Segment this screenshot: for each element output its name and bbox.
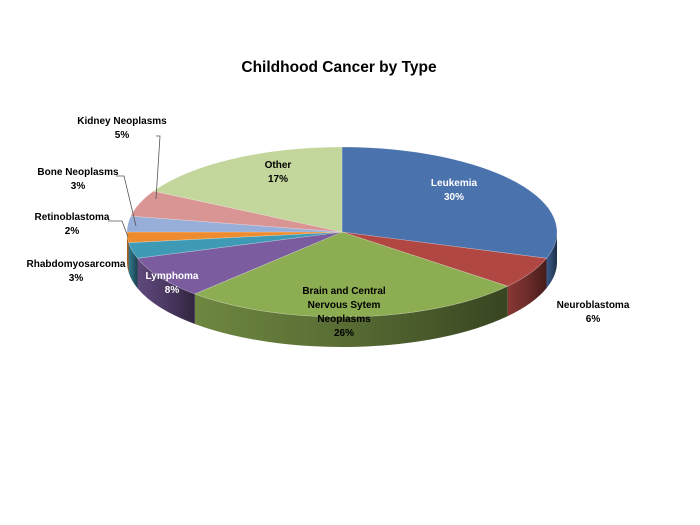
slice-rhabdomyosarcoma <box>128 231 343 259</box>
slice-side-retinoblastoma <box>127 232 129 273</box>
chart-title: Childhood Cancer by Type <box>241 59 437 76</box>
data-labels: Leukemia 30% Neuroblastoma 6% Brain and Cent… <box>27 116 630 339</box>
label-leukemia: Leukemia 30% <box>431 178 478 203</box>
slice-neuroblastoma <box>341 231 548 287</box>
slice-side-lymphoma <box>137 258 195 324</box>
slice-other <box>152 146 343 233</box>
slice-lymphoma <box>136 231 343 295</box>
slice-bone-neoplasms <box>126 215 343 233</box>
leader-retinoblastoma <box>108 220 129 238</box>
slice-brain-and-central-nervous-sytem-neoplasms <box>194 231 509 318</box>
slice-leukemia <box>341 146 558 259</box>
slice-side-neuroblastoma <box>507 258 547 317</box>
slice-side-brain-and-central-nervous-sytem-neoplasms <box>194 286 508 347</box>
pie-sides <box>127 232 557 347</box>
label-other: Other 17% <box>265 160 292 185</box>
label-kidney-neoplasms: Kidney Neoplasms 5% <box>77 116 167 141</box>
pie-tops <box>126 146 558 318</box>
label-rhabdomyosarcoma: Rhabdomyosarcoma 3% <box>27 259 126 284</box>
leader-bone-neoplasms <box>116 175 137 227</box>
label-retinoblastoma: Retinoblastoma 2% <box>34 212 109 237</box>
label-lymphoma: Lymphoma 8% <box>146 271 199 296</box>
leader-kidney-neoplasms <box>155 135 161 200</box>
slice-side-rhabdomyosarcoma <box>128 242 138 289</box>
slice-retinoblastoma <box>126 231 343 243</box>
label-neuroblastoma: Neuroblastoma 6% <box>557 300 630 325</box>
label-brain-and-central-nervous-sytem-neoplasms: Brain and Central Nervous Sytem Neoplasms 2… <box>302 286 386 339</box>
slice-kidney-neoplasms <box>130 190 343 233</box>
leader-lines <box>108 135 161 238</box>
slice-side-leukemia <box>546 232 557 289</box>
label-bone-neoplasms: Bone Neoplasms 3% <box>37 167 119 192</box>
